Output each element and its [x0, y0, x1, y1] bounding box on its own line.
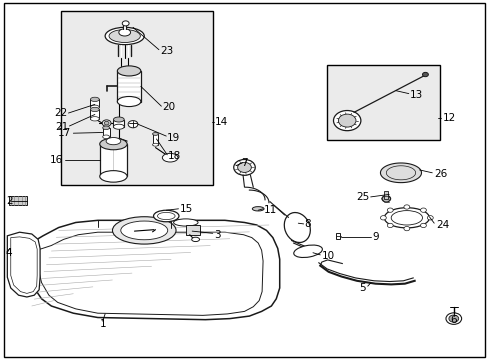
Text: 26: 26 — [433, 168, 447, 179]
Polygon shape — [37, 232, 263, 315]
Text: 22: 22 — [54, 108, 67, 118]
Ellipse shape — [153, 210, 179, 222]
Ellipse shape — [384, 208, 428, 228]
Text: 12: 12 — [442, 113, 455, 123]
Ellipse shape — [112, 217, 176, 244]
Text: 16: 16 — [49, 155, 62, 165]
Ellipse shape — [113, 117, 124, 122]
Text: 5: 5 — [358, 283, 365, 293]
Ellipse shape — [157, 212, 175, 220]
Text: 19: 19 — [167, 132, 180, 143]
Text: 24: 24 — [435, 220, 448, 230]
Bar — [100, 144, 127, 176]
Circle shape — [128, 121, 138, 128]
Ellipse shape — [293, 245, 322, 257]
Ellipse shape — [100, 171, 127, 182]
Polygon shape — [386, 166, 415, 180]
Ellipse shape — [102, 135, 109, 139]
Ellipse shape — [381, 195, 390, 202]
Text: 11: 11 — [264, 204, 277, 215]
Text: 15: 15 — [180, 204, 193, 214]
Text: 14: 14 — [215, 117, 228, 127]
Circle shape — [448, 315, 458, 322]
Circle shape — [427, 216, 432, 220]
Bar — [336, 233, 340, 239]
Ellipse shape — [388, 167, 412, 178]
Ellipse shape — [173, 219, 198, 226]
Text: 8: 8 — [304, 219, 310, 229]
Text: 7: 7 — [241, 158, 248, 168]
Ellipse shape — [106, 138, 121, 145]
Ellipse shape — [162, 153, 178, 162]
Circle shape — [420, 223, 426, 228]
Text: 13: 13 — [409, 90, 422, 100]
Circle shape — [422, 72, 427, 77]
Ellipse shape — [390, 211, 422, 225]
Text: 18: 18 — [168, 150, 181, 161]
Polygon shape — [7, 232, 40, 297]
Circle shape — [386, 223, 392, 228]
Ellipse shape — [121, 221, 167, 240]
Text: 9: 9 — [372, 232, 379, 242]
Text: 10: 10 — [321, 251, 334, 261]
Circle shape — [338, 114, 355, 127]
Text: 25: 25 — [355, 192, 368, 202]
Ellipse shape — [100, 138, 127, 150]
Ellipse shape — [191, 237, 199, 242]
Circle shape — [237, 162, 251, 172]
Bar — [90, 109, 99, 119]
Circle shape — [380, 216, 386, 220]
Ellipse shape — [109, 30, 140, 42]
Circle shape — [386, 208, 392, 212]
Ellipse shape — [119, 29, 130, 36]
Bar — [152, 134, 158, 145]
Text: 20: 20 — [162, 102, 175, 112]
Polygon shape — [380, 163, 421, 183]
Circle shape — [122, 21, 129, 26]
Polygon shape — [11, 237, 37, 293]
Bar — [326, 65, 439, 140]
Ellipse shape — [113, 124, 124, 129]
Circle shape — [102, 120, 111, 126]
Ellipse shape — [90, 105, 99, 109]
Circle shape — [420, 208, 426, 212]
Ellipse shape — [284, 212, 310, 243]
Circle shape — [445, 313, 461, 324]
Text: 1: 1 — [99, 319, 106, 329]
Bar — [90, 99, 99, 107]
Bar — [113, 120, 124, 127]
Polygon shape — [27, 220, 279, 320]
Bar — [384, 191, 387, 199]
Circle shape — [104, 121, 109, 125]
Circle shape — [403, 205, 409, 209]
Text: 21: 21 — [55, 122, 68, 132]
Bar — [102, 128, 109, 137]
Bar — [61, 11, 212, 185]
Bar — [117, 71, 141, 102]
Bar — [185, 225, 200, 235]
Ellipse shape — [117, 66, 141, 76]
Ellipse shape — [105, 27, 144, 45]
Bar — [9, 196, 27, 205]
Ellipse shape — [90, 107, 99, 112]
Ellipse shape — [90, 97, 99, 102]
Ellipse shape — [117, 96, 141, 107]
Text: 4: 4 — [6, 248, 13, 258]
Circle shape — [233, 159, 255, 175]
Text: 2: 2 — [6, 195, 13, 206]
Text: 3: 3 — [214, 230, 221, 240]
Text: 23: 23 — [160, 46, 173, 56]
Ellipse shape — [252, 207, 264, 211]
Ellipse shape — [152, 143, 158, 146]
Circle shape — [333, 111, 360, 131]
Ellipse shape — [152, 132, 158, 135]
Circle shape — [403, 226, 409, 231]
Ellipse shape — [90, 117, 99, 121]
Text: 17: 17 — [58, 128, 71, 138]
Text: 6: 6 — [449, 315, 456, 325]
Ellipse shape — [102, 126, 109, 130]
